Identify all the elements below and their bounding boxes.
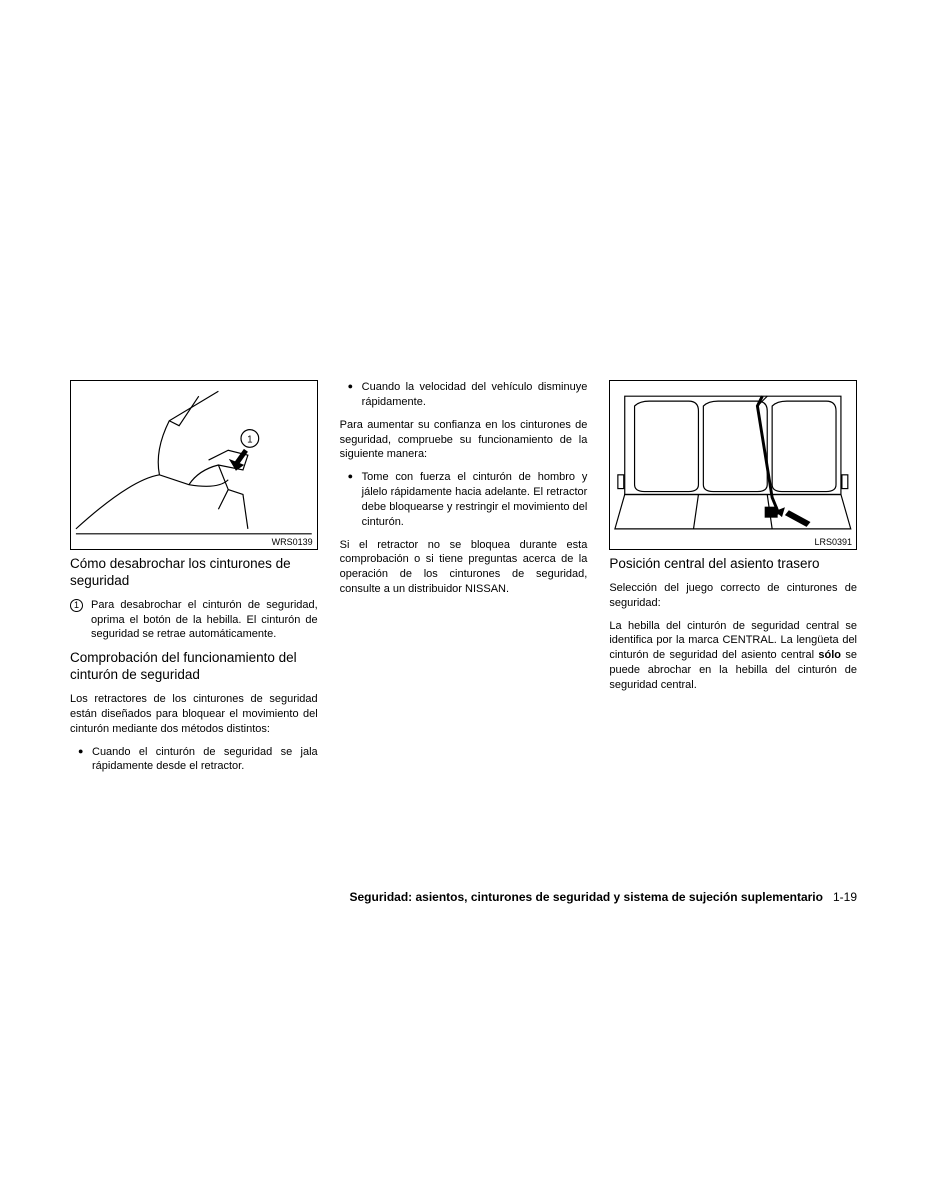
heading-check-operation: Comprobación del funcionamiento del cint…: [70, 650, 318, 684]
numbered-step-1: 1 Para desabrochar el cinturón de seguri…: [70, 598, 318, 643]
method-bullet-1: Cuando el cinturón de seguridad se jala …: [70, 745, 318, 775]
dealer-note-text: Si el retractor no se bloquea durante es…: [340, 538, 588, 597]
selection-text: Selección del juego correcto de cinturon…: [609, 581, 857, 611]
figure-caption-2: LRS0391: [814, 537, 852, 547]
svg-text:1: 1: [247, 434, 252, 445]
figure-rear-center-seat: LRS0391: [609, 380, 857, 550]
test-bullet-1: Tome con fuerza el cinturón de hombro y …: [340, 470, 588, 529]
column-1: 1 WRS0139 Cómo desabrochar los cinturone…: [70, 380, 318, 782]
heading-unfasten: Cómo desabrochar los cinturones de segur…: [70, 556, 318, 590]
page-content: 1 WRS0139 Cómo desabrochar los cinturone…: [70, 380, 857, 782]
step-1-text: Para desabrochar el cinturón de segurida…: [91, 598, 318, 643]
central-text-bold: sólo: [818, 649, 841, 661]
method-list-2: Cuando la velocidad del vehículo disminu…: [340, 380, 588, 410]
heading-rear-center: Posición central del asiento trasero: [609, 556, 857, 573]
central-buckle-text: La hebilla del cinturón de seguridad cen…: [609, 619, 857, 693]
footer-page-number: 1-19: [833, 890, 857, 904]
step-number-icon: 1: [70, 599, 83, 612]
seatbelt-unfasten-illustration: 1: [71, 381, 317, 549]
test-list: Tome con fuerza el cinturón de hombro y …: [340, 470, 588, 529]
method-bullet-2: Cuando la velocidad del vehículo disminu…: [340, 380, 588, 410]
column-2: Cuando la velocidad del vehículo disminu…: [340, 380, 588, 782]
figure-unfasten-belt: 1 WRS0139: [70, 380, 318, 550]
retractor-intro-text: Los retractores de los cinturones de seg…: [70, 692, 318, 737]
confidence-intro-text: Para aumentar su confianza en los cintur…: [340, 418, 588, 463]
rear-seat-illustration: [610, 381, 856, 549]
footer-section-title: Seguridad: asientos, cinturones de segur…: [349, 890, 822, 904]
method-list-1: Cuando el cinturón de seguridad se jala …: [70, 745, 318, 775]
figure-caption-1: WRS0139: [272, 537, 313, 547]
column-3: LRS0391 Posición central del asiento tra…: [609, 380, 857, 782]
page-footer: Seguridad: asientos, cinturones de segur…: [70, 890, 857, 904]
columns-wrapper: 1 WRS0139 Cómo desabrochar los cinturone…: [70, 380, 857, 782]
